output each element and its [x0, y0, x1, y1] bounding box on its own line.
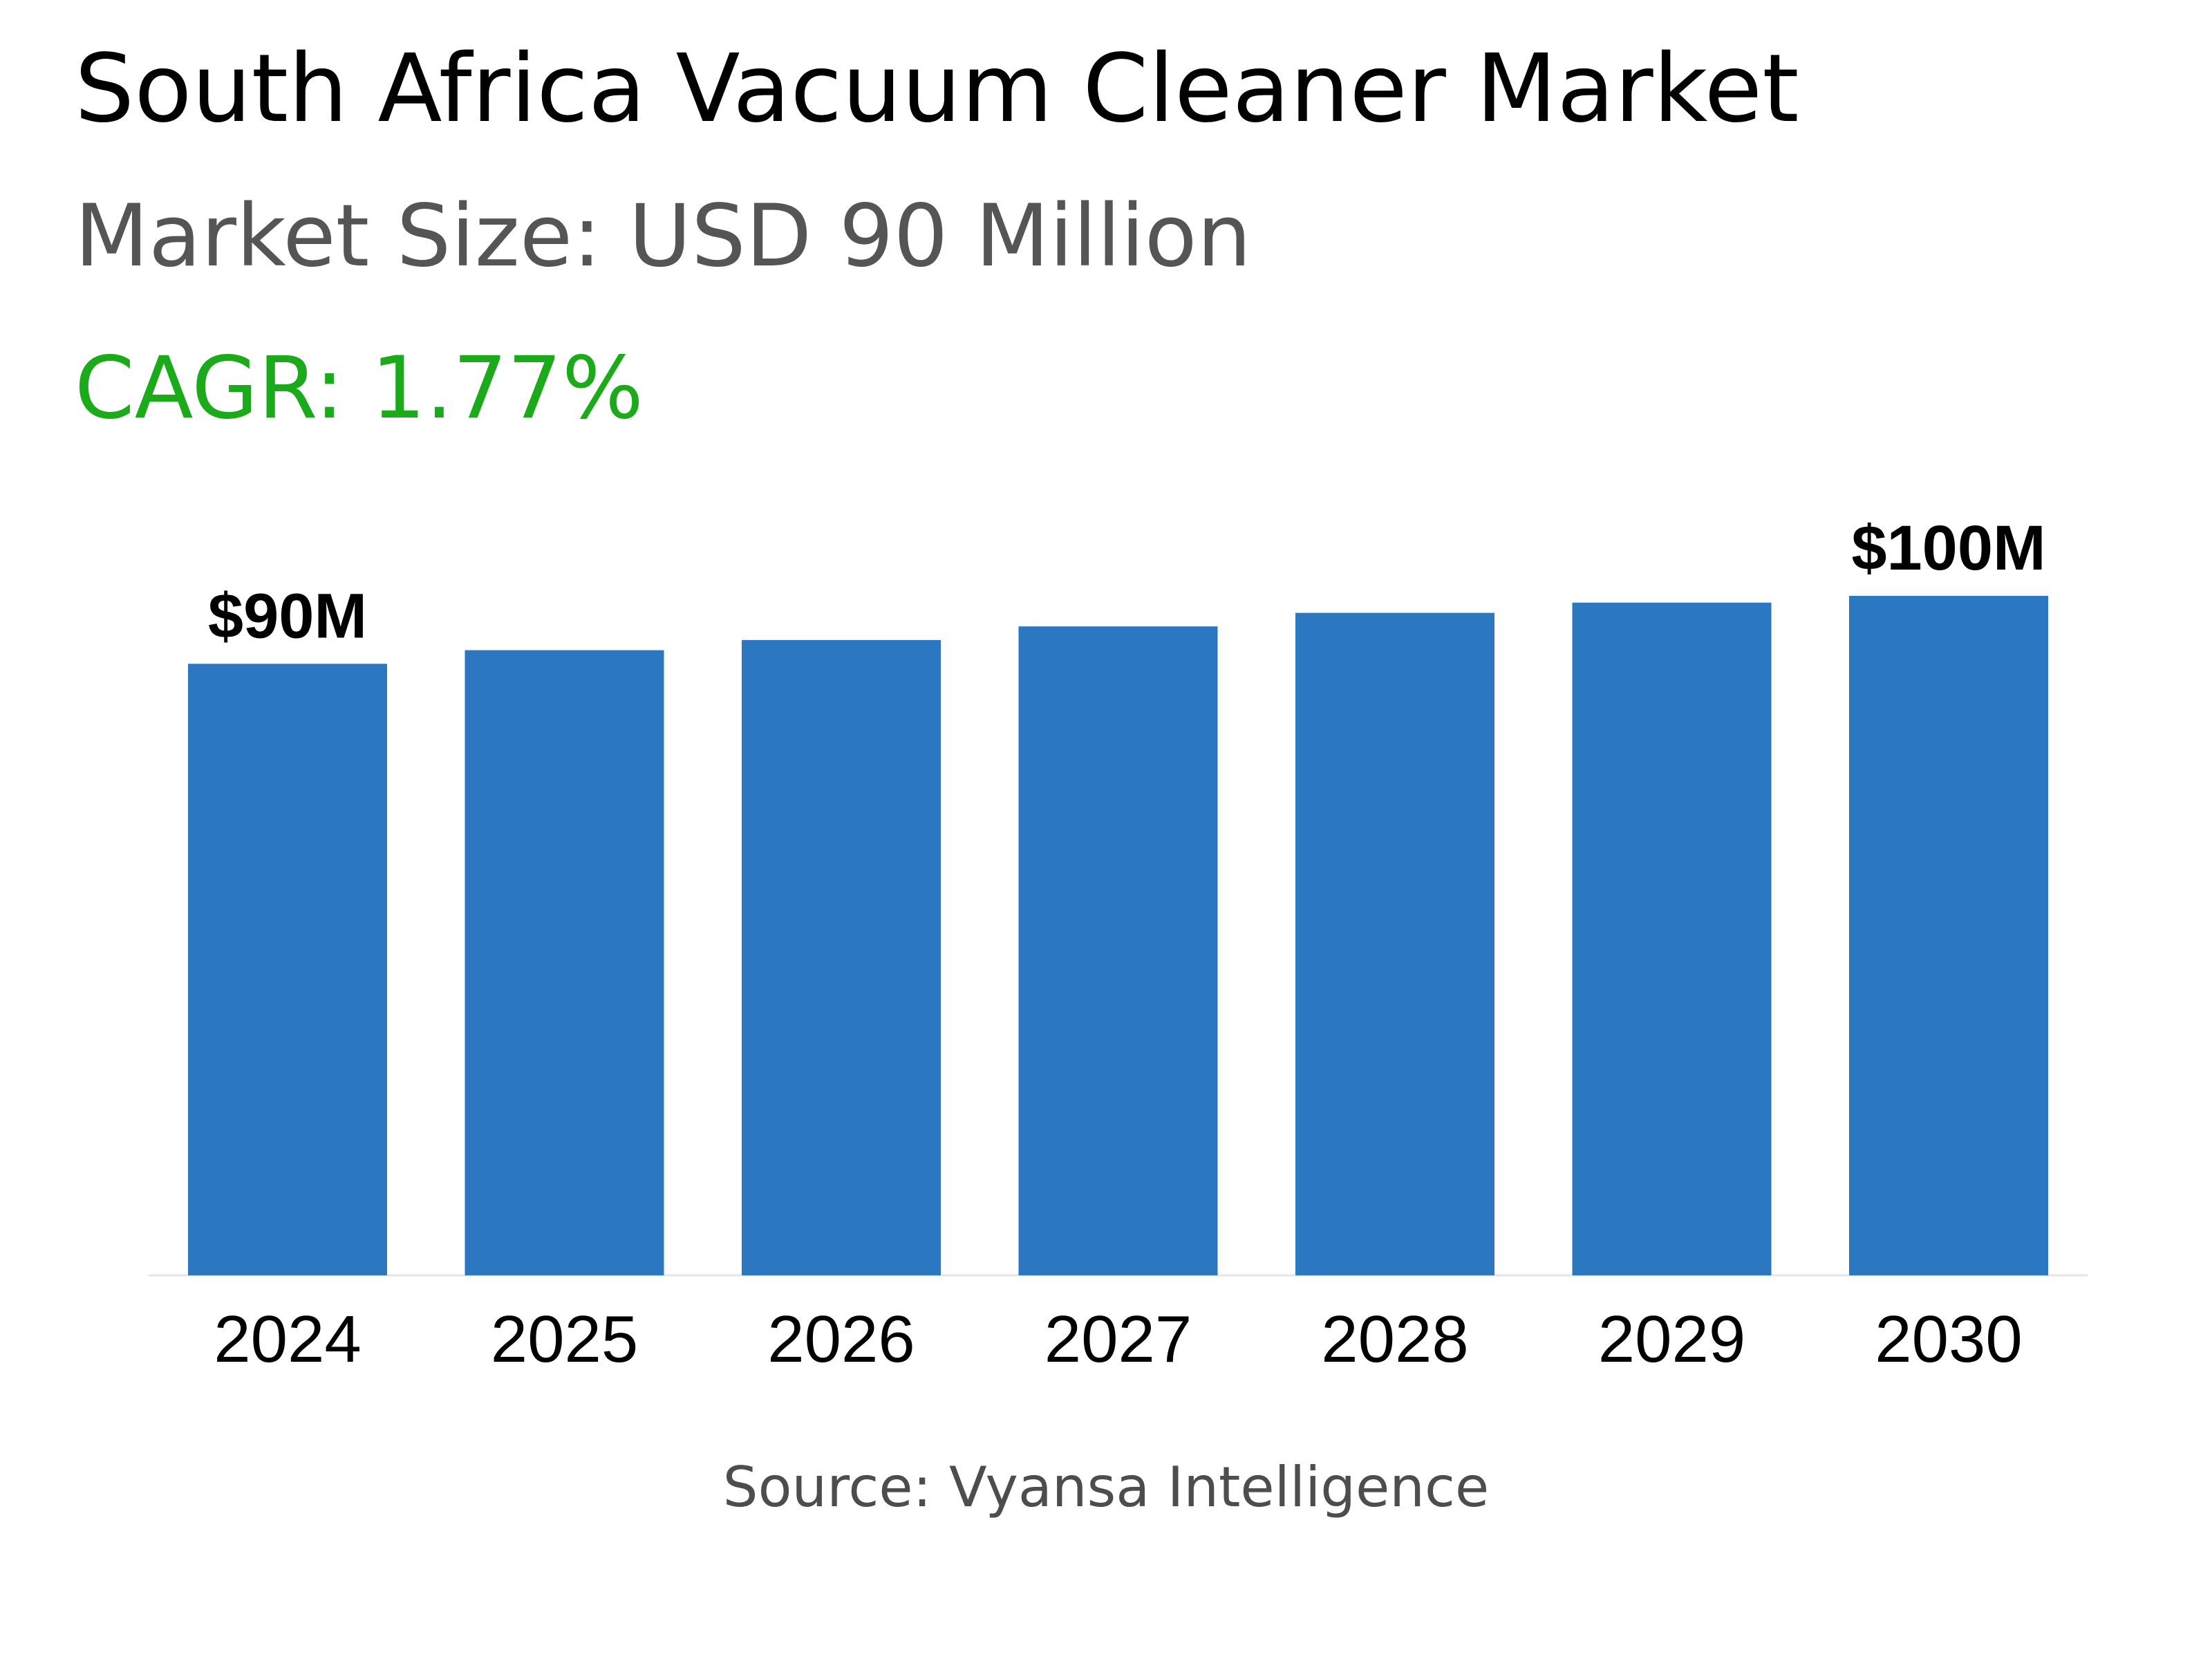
bar-2030: [1849, 596, 2048, 1275]
x-tick-2027: 2027: [1044, 1302, 1192, 1376]
bar-2024: [188, 664, 387, 1275]
bar-2027: [1018, 626, 1218, 1275]
x-tick-labels: 2024 2025 2026 2027 2028 2029 2030: [214, 1302, 2023, 1376]
x-tick-2026: 2026: [767, 1302, 915, 1376]
bar-2025: [465, 650, 664, 1275]
bar-2028: [1295, 612, 1494, 1275]
page-title: South Africa Vacuum Cleaner Market: [75, 35, 1799, 144]
data-label-2030: $100M: [1851, 513, 2045, 583]
x-tick-2025: 2025: [491, 1302, 639, 1376]
bar-2029: [1572, 602, 1772, 1275]
x-tick-2024: 2024: [214, 1302, 362, 1376]
market-size-subtitle: Market Size: USD 90 Million: [75, 187, 1252, 286]
x-tick-2028: 2028: [1321, 1302, 1469, 1376]
cagr-label: CAGR: 1.77%: [75, 339, 644, 438]
bar-2026: [742, 639, 941, 1275]
data-label-2024: $90M: [208, 581, 367, 651]
bars-group: [188, 596, 2048, 1275]
x-tick-2029: 2029: [1598, 1302, 1746, 1376]
data-labels: $90M $100M: [208, 513, 2046, 651]
x-tick-2030: 2030: [1875, 1302, 2023, 1376]
source-note: Source: Vyansa Intelligence: [722, 1455, 1490, 1519]
